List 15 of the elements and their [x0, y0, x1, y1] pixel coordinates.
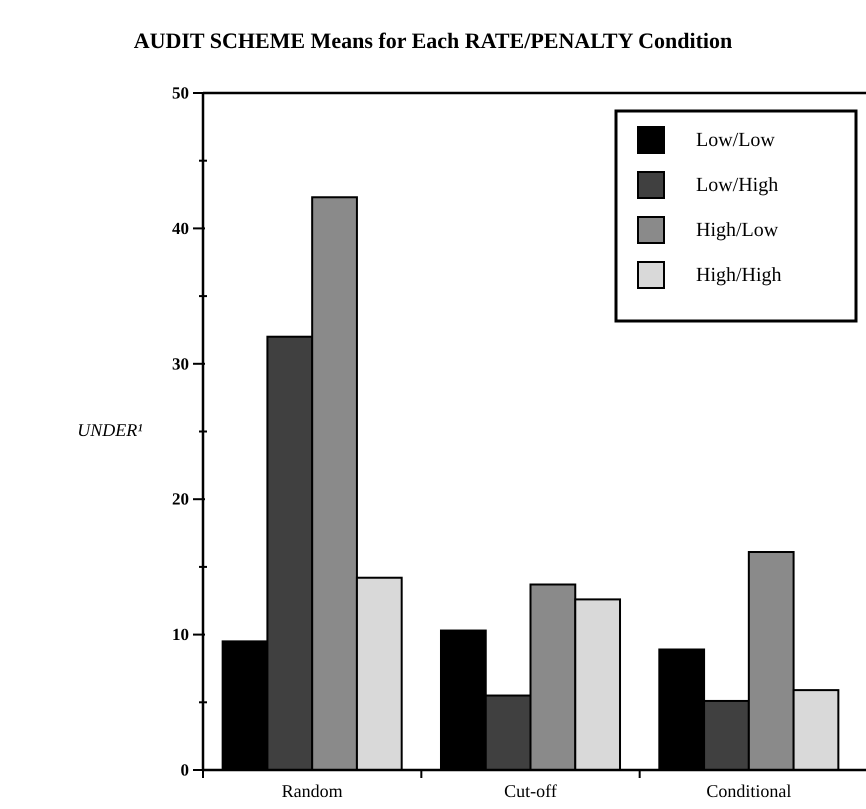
x-tick-label: Conditional	[706, 780, 792, 801]
legend-label: Low/High	[696, 174, 778, 196]
legend-label: Low/Low	[696, 129, 776, 151]
legend-label: High/High	[696, 264, 782, 286]
y-tick-label: 20	[172, 490, 189, 509]
x-tick-label: Cut-off	[504, 780, 557, 801]
y-tick-label: 10	[172, 625, 189, 644]
y-tick-label: 40	[172, 218, 189, 238]
x-tick-label: Random	[282, 780, 343, 801]
chart-title: AUDIT SCHEME Means for Each RATE/PENALTY Condition	[134, 28, 732, 53]
y-tick-label: 0	[180, 760, 189, 780]
legend-label: High/Low	[696, 219, 779, 241]
y-tick-label: 50	[172, 83, 189, 102]
y-axis-title: UNDER¹	[77, 420, 143, 440]
y-tick-label: 30	[172, 354, 189, 374]
